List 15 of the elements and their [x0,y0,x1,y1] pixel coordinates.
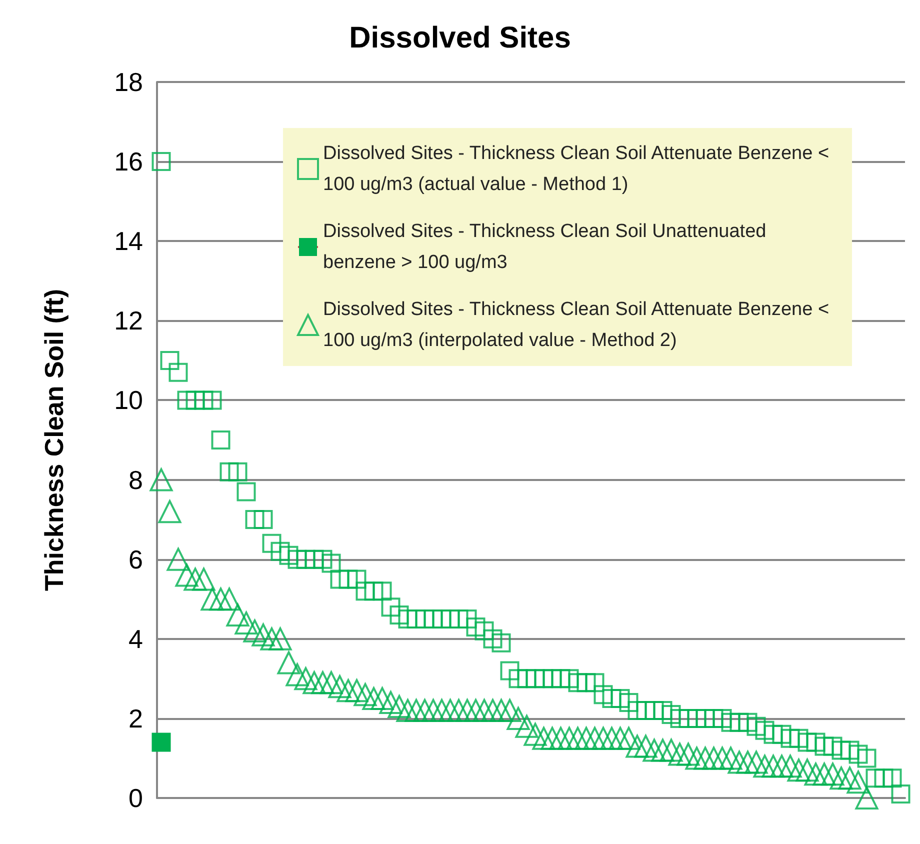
y-tick-label: 6 [128,544,143,574]
legend-label: Dissolved Sites - Thickness Clean Soil Attenuate Benzene < 100 ug/m3 (actual value - Method 1) [323,143,834,195]
y-tick-label: 2 [128,703,143,734]
y-tick-label: 4 [128,624,143,654]
y-tick-label: 16 [114,146,143,177]
y-tick-label: 14 [114,226,143,256]
chart-title: Dissolved Sites [349,22,571,54]
y-tick-label: 10 [114,385,143,416]
y-tick-label: 0 [128,783,143,813]
y-tick-label: 8 [128,464,143,495]
legend-label: Dissolved Sites - Thickness Clean Soil Attenuate Benzene < 100 ug/m3 (interpolated value - Method 2) [323,299,834,351]
y-tick-label: 12 [114,306,143,336]
y-axis-title: Thickness Clean Soil (ft) [39,289,69,591]
legend-label: Dissolved Sites - Thickness Clean Soil Unattenuated benzene > 100 ug/m3 [323,221,772,273]
y-tick-label: 18 [114,67,143,97]
